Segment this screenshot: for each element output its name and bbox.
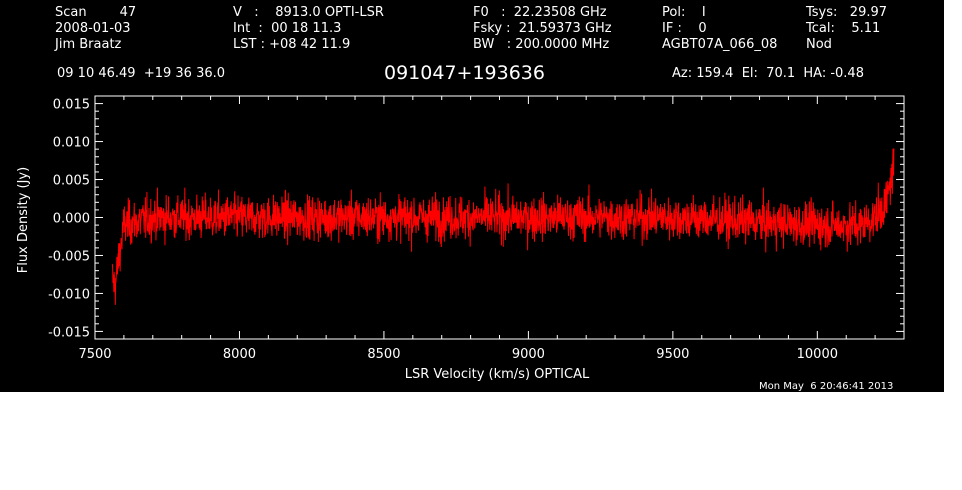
pointing-label: Az: 159.4 El: 70.1 HA: -0.48: [672, 66, 864, 81]
x-tick-label: 8500: [367, 347, 400, 362]
source-title: 091047+193636: [384, 62, 545, 84]
y-tick-label: -0.015: [48, 325, 90, 340]
polarization-label: Pol: I: [662, 5, 706, 20]
timestamp-label: Mon May 6 20:46:41 2013: [759, 381, 894, 392]
fsky-label: Fsky : 21.59373 GHz: [473, 21, 612, 36]
x-tick-label: 9000: [512, 347, 545, 362]
plot-panel: Scan 47 2008-01-03 Jim Braatz V : 8913.0…: [0, 0, 944, 392]
y-tick-label: 0.000: [53, 212, 90, 227]
observer-label: Jim Braatz: [55, 37, 122, 52]
axis-ticks: [94, 95, 905, 340]
y-tick-label: -0.005: [48, 249, 90, 264]
y-tick-label: 0.015: [53, 98, 90, 113]
x-tick-label: 10000: [797, 347, 838, 362]
spectrum-trace-group: [111, 148, 895, 305]
project-label: AGBT07A_066_08: [662, 37, 778, 52]
scan-label: Scan 47: [55, 5, 137, 20]
y-tick-labels: -0.015 -0.010 -0.005 0.000 0.005 0.010 0.015: [48, 98, 90, 341]
bandwidth-label: BW : 200.0000 MHz: [473, 37, 610, 52]
y-tick-label: 0.005: [53, 174, 90, 189]
lst-label: LST : +08 42 11.9: [233, 37, 351, 52]
velocity-label: V : 8913.0 OPTI-LSR: [233, 5, 384, 20]
coordinates-label: 09 10 46.49 +19 36 36.0: [57, 66, 226, 81]
f0-label: F0 : 22.23508 GHz: [473, 5, 607, 20]
x-tick-label: 7500: [78, 347, 111, 362]
x-tick-label: 8000: [223, 347, 256, 362]
procedure-label: Nod: [806, 37, 832, 52]
y-tick-label: -0.010: [48, 287, 90, 302]
if-label: IF : 0: [662, 21, 707, 36]
spectrum-chart: 7500 8000 8500 9000 9500 10000 -0.015-0.010-0…: [16, 95, 905, 382]
tcal-label: Tcal: 5.11: [806, 21, 881, 36]
y-axis-title: Flux Density (Jy): [16, 167, 31, 273]
integration-label: Int : 00 18 11.3: [233, 21, 342, 36]
x-tick-label: 9500: [656, 347, 689, 362]
tsys-label: Tsys: 29.97: [806, 5, 888, 20]
date-label: 2008-01-03: [55, 21, 131, 36]
x-tick-labels: 7500 8000 8500 9000 9500 10000: [78, 347, 838, 362]
y-tick-label: 0.010: [53, 136, 90, 151]
spectrum-trace: [111, 148, 895, 305]
x-axis-title: LSR Velocity (km/s) OPTICAL: [405, 367, 590, 382]
